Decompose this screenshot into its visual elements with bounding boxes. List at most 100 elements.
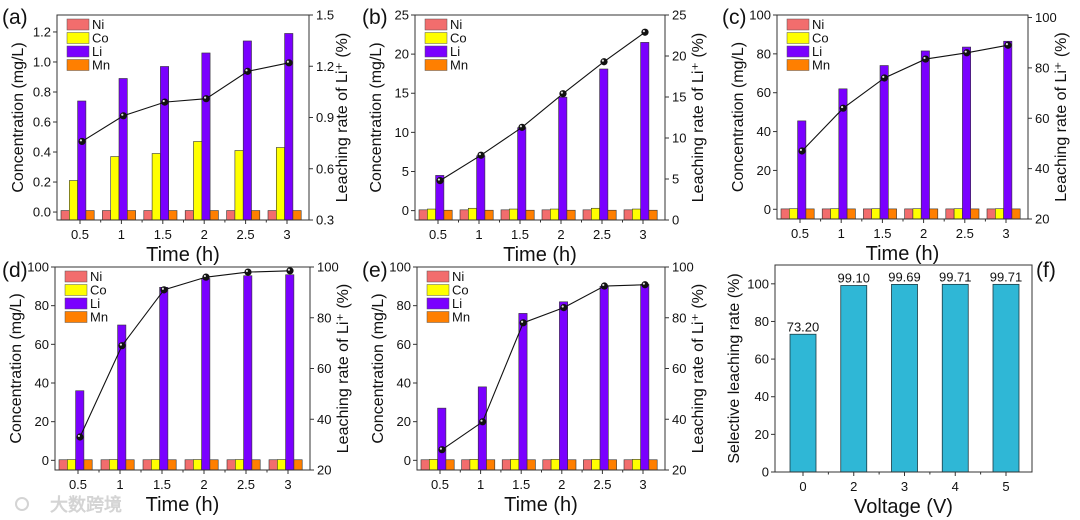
y2-tick-label: 40 [672, 412, 686, 427]
data-label: 99.10 [837, 271, 870, 286]
leaching-rate-line [439, 31, 646, 182]
point-highlight [964, 50, 967, 53]
bar-selective-leaching [891, 284, 918, 473]
point-highlight [204, 96, 207, 99]
y-tick-label: 20 [397, 414, 411, 429]
bar-mn [525, 209, 535, 221]
y-tick-label: 0.8 [33, 84, 51, 99]
point-highlight [162, 99, 165, 103]
leaching-rate-line [441, 284, 646, 451]
y2-tick-label: 20 [317, 463, 331, 478]
legend-swatch-co [426, 284, 450, 296]
point-highlight [519, 125, 523, 128]
legend-swatch-co [786, 32, 810, 44]
legend-swatch-ni [424, 18, 448, 31]
x-tick-label: 5 [1002, 479, 1009, 494]
point-highlight [521, 320, 524, 323]
bar-ni [58, 459, 68, 471]
x-tick-label: 2 [850, 479, 857, 494]
y-tick-label: 40 [35, 376, 49, 391]
y2-axis-title: Leaching rate of Li⁺ (%) [335, 284, 352, 453]
y-tick-label: 100 [27, 260, 49, 275]
leaching-rate-point [118, 342, 126, 350]
bar-co [276, 459, 286, 471]
x-axis-title: Time (h) [504, 494, 578, 516]
point-highlight [561, 305, 564, 308]
leaching-rate-point [963, 49, 971, 57]
y2-tick-label: 40 [1035, 161, 1049, 176]
x-tick-label: 3 [639, 477, 646, 492]
bar-ni [459, 209, 469, 221]
bar-selective-leaching [840, 285, 868, 473]
x-tick-label: 0.5 [69, 477, 87, 492]
y2-tick-label: 60 [317, 361, 331, 376]
x-tick-label: 2.5 [593, 477, 611, 492]
legend-label-li: Li [90, 296, 100, 311]
data-label: 99.69 [888, 269, 921, 284]
y-tick-label: 0 [42, 453, 49, 468]
leaching-rate-point [922, 55, 930, 63]
x-tick-label: 0.5 [791, 226, 809, 241]
y-tick-label: 40 [757, 124, 771, 139]
bar-ni [461, 459, 471, 471]
bar-co [912, 208, 922, 220]
bar-co [510, 459, 520, 471]
watermark-logo: 大数跨境 [15, 494, 122, 515]
legend-swatch-ni [66, 18, 90, 31]
bar-selective-leaching [992, 283, 1020, 473]
point-highlight [642, 282, 646, 285]
y2-axis-title: Leaching rate of Li⁺ (%) [334, 33, 351, 202]
point-highlight [560, 91, 564, 94]
point-highlight [799, 148, 803, 151]
point-highlight [1005, 43, 1009, 46]
legend-label-mn: Mn [812, 58, 830, 73]
y2-tick-label: 80 [672, 310, 686, 325]
bar-ni [583, 459, 593, 471]
x-tick-label: 1 [116, 477, 123, 492]
y-tick-label: 0 [762, 465, 769, 480]
bar-mn [85, 210, 95, 221]
bar-ni [542, 459, 552, 471]
y-tick-label: 0.4 [33, 145, 51, 160]
legend-label-co: Co [452, 283, 469, 298]
legend-swatch-li [66, 45, 90, 58]
y-tick-label: 60 [35, 337, 49, 352]
leaching-rate-point [202, 95, 210, 103]
point-highlight [642, 30, 646, 33]
point-highlight [245, 269, 248, 273]
bar-co [590, 207, 600, 221]
point-highlight [203, 274, 206, 278]
bar-ni [582, 209, 592, 221]
point-highlight [923, 56, 926, 60]
bar-ni [267, 210, 277, 221]
y-axis-title: Concentration (mg/L) [730, 42, 747, 192]
bar-co [234, 150, 244, 221]
y-tick-label: 40 [397, 376, 411, 391]
y2-tick-label: 0.6 [316, 161, 334, 176]
point-highlight [882, 75, 885, 78]
y-tick-label: 60 [755, 352, 769, 367]
x-tick-label: 3 [1002, 226, 1009, 241]
legend-swatch-ni [426, 270, 450, 283]
bar-ni [184, 210, 194, 221]
y2-tick-label: 80 [1035, 60, 1049, 75]
leaching-rate-point [641, 28, 649, 36]
legend-swatch-mn [786, 59, 810, 71]
y2-tick-label: 20 [1035, 212, 1049, 227]
panel-label: (f) [1036, 259, 1056, 282]
watermark-icon [15, 497, 29, 511]
leaching-rate-line [81, 62, 290, 142]
point-highlight [245, 69, 248, 72]
legend-swatch-li [786, 45, 810, 58]
bar-ni [945, 208, 955, 220]
leaching-rate-point [641, 281, 649, 289]
y-tick-label: 80 [757, 46, 771, 61]
y-tick-label: 0.0 [33, 205, 51, 220]
leaching-rate-point [76, 433, 84, 441]
legend-swatch-ni [786, 18, 810, 31]
y-tick-label: 0.6 [33, 115, 51, 130]
y2-tick-label: 15 [672, 90, 686, 105]
bar-mn [887, 208, 897, 220]
